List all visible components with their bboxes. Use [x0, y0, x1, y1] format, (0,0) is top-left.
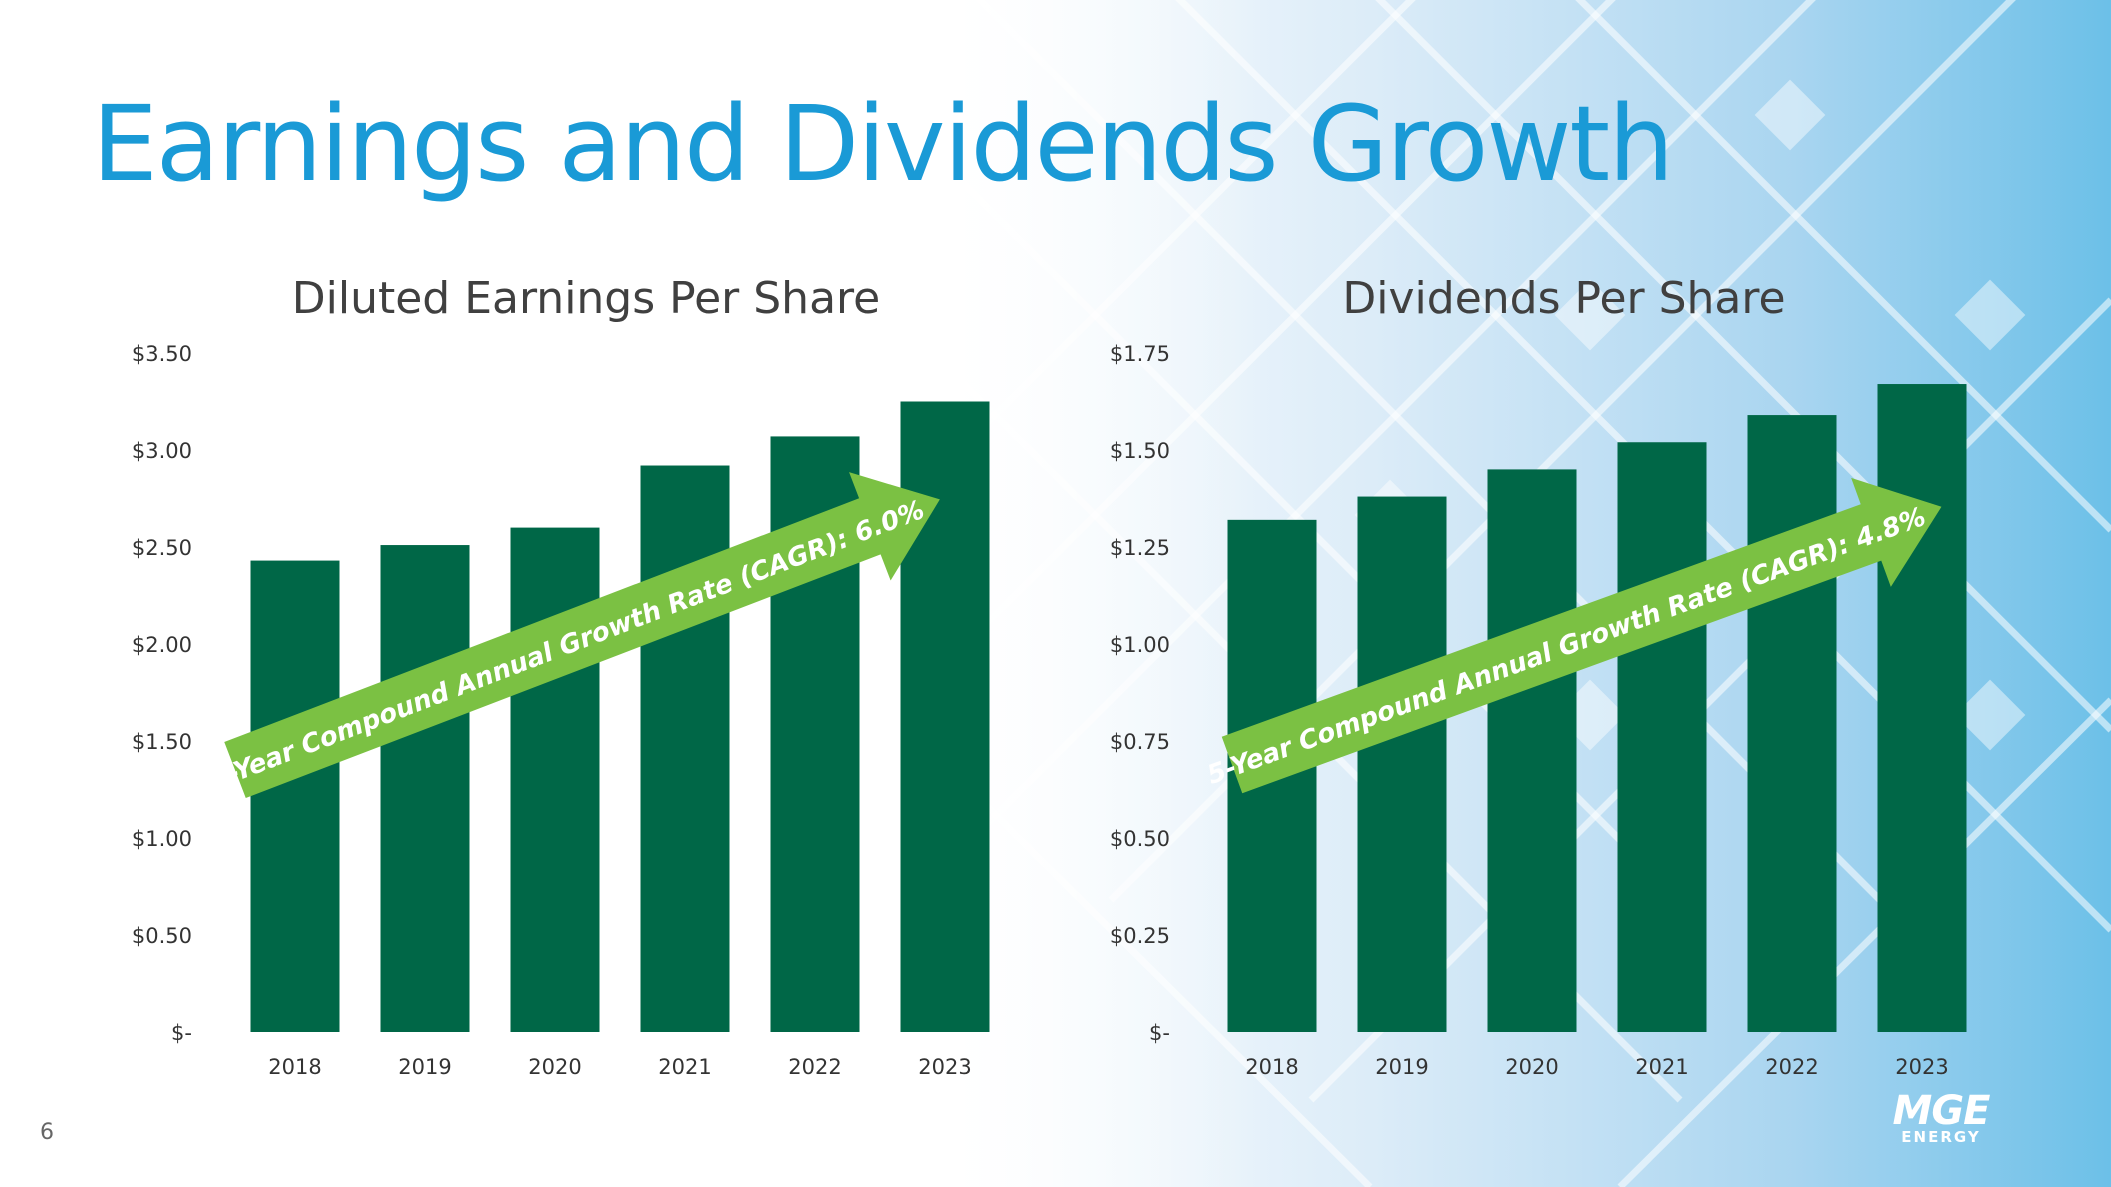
dps-ytick-label: $0.75 [1110, 730, 1170, 754]
dps-ytick-label: $0.50 [1110, 827, 1170, 851]
page-number: 6 [40, 1120, 54, 1145]
slide-title: Earnings and Dividends Growth [92, 83, 1674, 205]
eps-bar-2018 [250, 560, 340, 1032]
svg-text:ENERGY: ENERGY [1901, 1128, 1980, 1146]
dps-xtick-label: 2021 [1635, 1055, 1688, 1079]
dps-ytick-label: $1.75 [1110, 342, 1170, 366]
dps-ytick-label: $1.00 [1110, 633, 1170, 657]
dps-bar-2023 [1877, 384, 1967, 1032]
dps-xtick-label: 2019 [1375, 1055, 1428, 1079]
eps-ytick-label: $3.00 [132, 439, 192, 463]
dps-ytick-label: $0.25 [1110, 924, 1170, 948]
eps-ytick-label: $2.50 [132, 536, 192, 560]
dps-xtick-label: 2022 [1765, 1055, 1818, 1079]
eps-ytick-label: $3.50 [132, 342, 192, 366]
eps-xtick-label: 2019 [398, 1055, 451, 1079]
svg-text:MGE: MGE [1893, 1088, 1991, 1134]
dps-bar-2021 [1617, 442, 1707, 1032]
eps-xtick-label: 2021 [658, 1055, 711, 1079]
dps-bar-2022 [1747, 415, 1837, 1033]
eps-bar-2019 [380, 545, 470, 1032]
eps-xtick-label: 2023 [918, 1055, 971, 1079]
eps-chart-title: Diluted Earnings Per Share [292, 273, 880, 324]
dps-ytick-label: $1.25 [1110, 536, 1170, 560]
mge-energy-logo: MGE ENERGY [1893, 1088, 1992, 1146]
dps-xtick-label: 2020 [1505, 1055, 1558, 1079]
dps-cagr-arrow-shape [1221, 477, 1942, 794]
eps-ytick-label: $- [171, 1021, 192, 1045]
dps-ytick-label: $1.50 [1110, 439, 1170, 463]
eps-ytick-label: $1.50 [132, 730, 192, 754]
dps-bar-2019 [1357, 496, 1447, 1032]
eps-xtick-label: 2018 [268, 1055, 321, 1079]
eps-ytick-label: $1.00 [132, 827, 192, 851]
dps-xtick-label: 2018 [1245, 1055, 1298, 1079]
dps-bar-2020 [1487, 469, 1577, 1032]
dps-ytick-label: $- [1149, 1021, 1170, 1045]
eps-cagr-arrow-shape [224, 472, 940, 799]
eps-xtick-label: 2022 [788, 1055, 841, 1079]
eps-xtick-label: 2020 [528, 1055, 581, 1079]
eps-ytick-label: $2.00 [132, 633, 192, 657]
eps-ytick-label: $0.50 [132, 924, 192, 948]
dps-chart-title: Dividends Per Share [1342, 273, 1785, 324]
dps-xtick-label: 2023 [1895, 1055, 1948, 1079]
